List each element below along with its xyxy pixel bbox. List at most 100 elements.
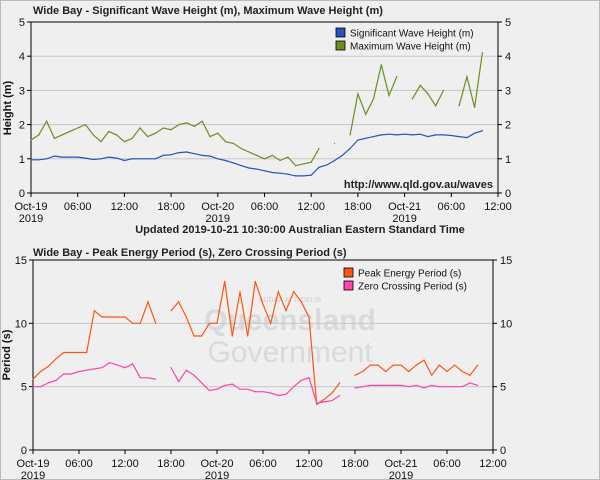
x-tick-label: 18:00 xyxy=(157,458,185,470)
data-point xyxy=(53,137,55,139)
data-point xyxy=(365,113,367,115)
data-point xyxy=(411,98,413,100)
data-point xyxy=(419,84,421,86)
data-point xyxy=(139,127,141,129)
data-point xyxy=(193,153,196,155)
data-point xyxy=(271,171,273,174)
data-point xyxy=(270,322,272,324)
data-point xyxy=(116,134,118,136)
data-point xyxy=(339,394,341,397)
data-point xyxy=(454,386,456,388)
x-tick-label: 12:00 xyxy=(111,458,139,470)
data-point xyxy=(209,155,211,157)
data-point xyxy=(61,156,63,158)
data-point xyxy=(450,134,452,137)
data-point xyxy=(254,280,256,283)
y-tick-label: 5 xyxy=(21,382,27,394)
x-tick-label: 06:00 xyxy=(438,201,466,213)
legend-label: Maximum Wave Height (m) xyxy=(350,42,471,53)
y-tick-label-right: 0 xyxy=(505,188,511,200)
data-point xyxy=(419,133,421,135)
data-point xyxy=(45,158,48,160)
x-tick-label: 12:00 xyxy=(484,201,512,213)
data-point xyxy=(408,386,410,388)
data-point xyxy=(316,403,318,405)
data-point xyxy=(201,335,203,337)
data-point xyxy=(318,166,320,168)
data-point xyxy=(101,367,103,369)
data-point xyxy=(285,393,287,395)
data-point xyxy=(308,377,310,379)
legend-swatch xyxy=(335,27,346,38)
data-point xyxy=(385,384,387,386)
x-tick-label: 18:00 xyxy=(344,201,372,213)
y-tick-label: 2 xyxy=(19,120,25,132)
data-point xyxy=(178,152,180,154)
data-point xyxy=(147,135,149,138)
data-point xyxy=(240,165,242,167)
x-tick-label: Oct-19 xyxy=(14,201,47,213)
data-point xyxy=(47,382,49,384)
data-point xyxy=(108,156,110,158)
data-point xyxy=(300,379,302,381)
y-tick-label: 3 xyxy=(19,85,25,97)
data-point xyxy=(100,158,102,160)
data-point xyxy=(262,303,264,305)
data-point xyxy=(365,137,367,139)
data-point xyxy=(446,386,448,388)
data-point xyxy=(132,322,134,324)
data-point xyxy=(38,159,40,161)
data-point xyxy=(310,174,312,176)
x-tick-label: Oct-19 xyxy=(16,458,49,470)
url-text[interactable]: http://www.qld.gov.au/waves xyxy=(344,179,493,191)
data-point xyxy=(209,135,211,138)
data-point xyxy=(178,301,180,303)
data-point xyxy=(116,157,118,159)
data-point xyxy=(201,120,203,122)
data-point xyxy=(224,384,226,386)
data-point xyxy=(427,93,429,95)
data-point xyxy=(170,310,172,312)
data-point xyxy=(469,382,471,384)
data-point xyxy=(438,364,440,366)
data-point xyxy=(109,316,111,318)
updated-text: Updated 2019-10-21 10:30:00 Australian E… xyxy=(135,224,465,236)
data-point xyxy=(201,382,203,384)
data-point xyxy=(147,301,149,303)
x-tick-year: 2019 xyxy=(389,470,413,480)
y-tick-label: 0 xyxy=(21,445,27,457)
data-point xyxy=(116,316,118,318)
data-point xyxy=(30,159,32,161)
data-point xyxy=(385,370,387,373)
wave-height-chart: Wide Bay - Significant Wave Height (m), … xyxy=(2,5,512,225)
data-point xyxy=(139,158,141,160)
data-point xyxy=(466,76,468,78)
data-point xyxy=(86,369,88,371)
data-point xyxy=(101,316,103,318)
data-point xyxy=(435,105,437,107)
data-point xyxy=(357,93,359,95)
data-point xyxy=(454,364,456,366)
data-point xyxy=(239,388,241,390)
y-tick-label: 15 xyxy=(15,255,27,267)
data-point xyxy=(224,159,227,162)
data-point xyxy=(302,175,305,177)
data-point xyxy=(78,370,80,373)
data-point xyxy=(323,398,325,400)
data-point xyxy=(396,76,398,78)
x-tick-year: 2019 xyxy=(21,470,45,480)
data-point xyxy=(224,280,226,283)
data-point xyxy=(423,359,425,361)
x-tick-label: 12:00 xyxy=(297,201,325,213)
y-tick-label: 1 xyxy=(19,154,25,166)
x-tick-year: 2019 xyxy=(19,213,43,225)
legend-swatch xyxy=(335,40,346,51)
data-point xyxy=(438,386,440,388)
data-point xyxy=(70,351,72,354)
data-point xyxy=(124,316,126,318)
y-tick-label-right: 0 xyxy=(500,445,506,457)
data-point xyxy=(442,89,445,91)
data-point xyxy=(69,156,71,158)
data-point xyxy=(86,351,88,354)
